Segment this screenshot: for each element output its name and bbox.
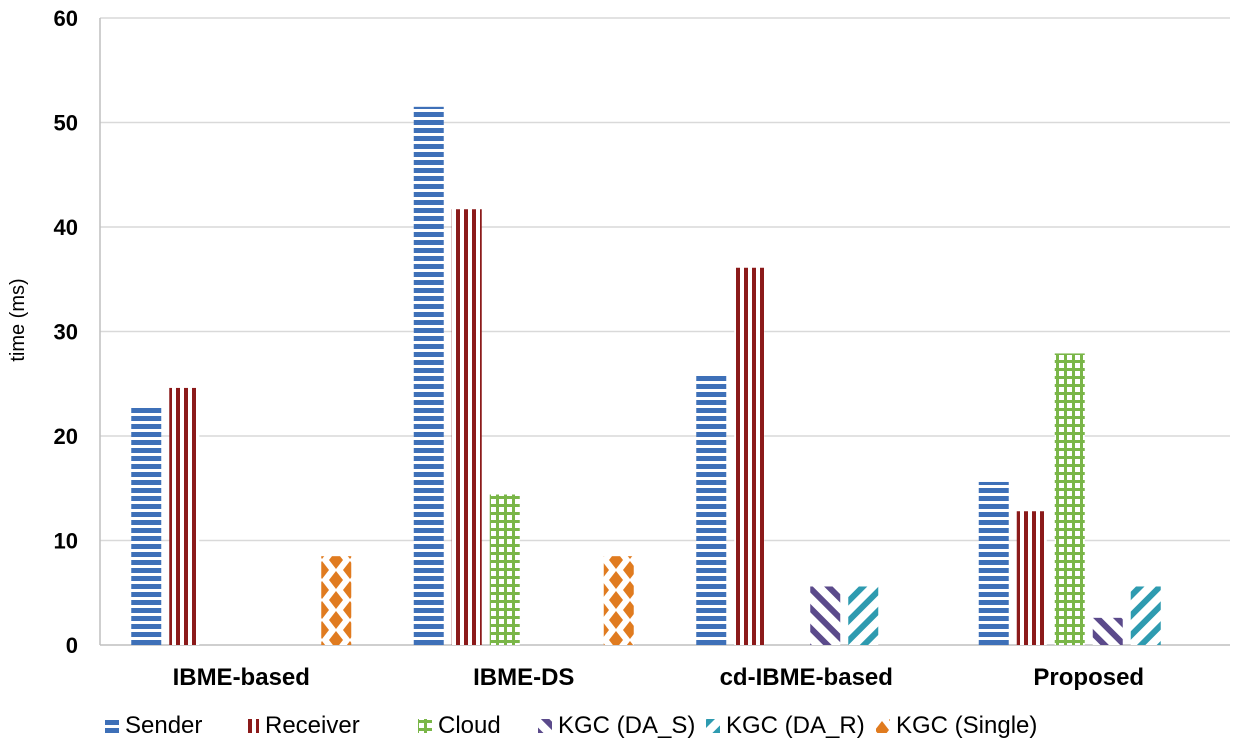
y-tick-label: 60 xyxy=(54,6,78,31)
bar-sender-cd-ibme-based xyxy=(696,375,727,645)
bar-receiver-ibme-ds xyxy=(451,209,482,646)
legend-item: Receiver xyxy=(245,712,360,739)
y-tick-label: 10 xyxy=(54,529,78,554)
bar-cloud-proposed xyxy=(1054,353,1085,645)
bars xyxy=(131,106,1161,646)
bar-cloud-ibme-ds xyxy=(489,494,520,645)
legend-swatch xyxy=(876,719,890,733)
legend-label: Receiver xyxy=(265,712,360,739)
y-tick-label: 20 xyxy=(54,424,78,449)
legend-item: KGC (DA_R) xyxy=(706,712,865,739)
bar-kgc-da-r-cd-ibme-based xyxy=(848,586,879,645)
legend-label: Sender xyxy=(125,712,202,739)
legend-item: KGC (Single) xyxy=(876,712,1037,739)
x-category-label: cd-IBME-based xyxy=(720,664,893,691)
bar-receiver-proposed xyxy=(1016,511,1047,645)
legend-label: KGC (DA_R) xyxy=(726,712,865,739)
bar-kgc-da-s-proposed xyxy=(1092,617,1123,645)
y-axis-title: time (ms) xyxy=(7,278,29,361)
legend-swatch xyxy=(538,719,552,733)
y-tick-label: 30 xyxy=(54,320,78,345)
bar-receiver-ibme-based xyxy=(169,387,200,645)
bar-sender-proposed xyxy=(978,481,1009,645)
legend-label: Cloud xyxy=(438,712,501,739)
x-category-label: Proposed xyxy=(1033,664,1144,691)
bar-kgc-da-s-cd-ibme-based xyxy=(810,586,841,645)
bar-kgc-da-r-proposed xyxy=(1130,586,1161,645)
tick-labels: 0 10 20 30 40 50 60 IBME-based IBME-DS cd-IBME-ba… xyxy=(54,6,1145,691)
bar-sender-ibme-based xyxy=(131,406,162,645)
legend-item: KGC (DA_S) xyxy=(538,712,695,739)
legend-swatch xyxy=(245,719,259,733)
y-tick-label: 50 xyxy=(54,111,78,136)
legend: Sender Receiver Cloud KGC (DA_S) KGC (DA_R) K… xyxy=(105,712,1037,739)
legend-label: KGC (DA_S) xyxy=(558,712,695,739)
bar-sender-ibme-ds xyxy=(413,106,444,645)
legend-item: Sender xyxy=(105,712,202,739)
y-tick-label: 40 xyxy=(54,215,78,240)
legend-swatch xyxy=(706,719,720,733)
legend-swatch xyxy=(105,719,119,733)
x-category-label: IBME-DS xyxy=(473,664,574,691)
bar-kgc-single-ibme-based xyxy=(321,556,352,645)
legend-label: KGC (Single) xyxy=(896,712,1037,739)
bar-kgc-single-ibme-ds xyxy=(603,556,634,645)
legend-swatch xyxy=(418,719,432,733)
legend-item: Cloud xyxy=(418,712,501,739)
y-tick-label: 0 xyxy=(66,633,78,658)
x-category-label: IBME-based xyxy=(173,664,310,691)
bar-receiver-cd-ibme-based xyxy=(734,267,765,645)
